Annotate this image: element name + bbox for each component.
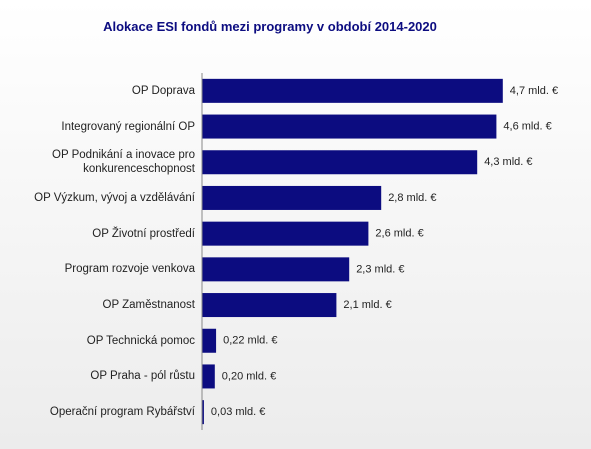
bar <box>202 185 382 210</box>
value-label: 0,20 mld. € <box>222 370 276 382</box>
category-label: OP Životní prostředí <box>92 227 195 240</box>
value-label: 4,6 mld. € <box>503 120 551 132</box>
category-label: Operační program Rybářství <box>49 406 195 419</box>
value-label: 4,3 mld. € <box>484 156 532 168</box>
bar <box>202 257 350 282</box>
bar <box>202 328 217 353</box>
value-label: 2,1 mld. € <box>343 299 391 311</box>
value-label: 2,3 mld. € <box>356 263 404 275</box>
chart-title: Alokace ESI fondů mezi programy v období… <box>103 19 437 34</box>
category-label: Integrovaný regionální OP <box>61 120 195 133</box>
bar <box>202 364 215 389</box>
category-label: OP Praha - pól růstu <box>90 370 195 383</box>
bar <box>202 150 478 175</box>
bar <box>202 78 503 103</box>
category-label: OP Doprava <box>131 84 195 97</box>
bar <box>202 221 369 246</box>
value-label: 4,7 mld. € <box>510 85 558 97</box>
bar <box>202 114 497 139</box>
value-label: 0,22 mld. € <box>223 335 277 347</box>
value-label: 2,8 mld. € <box>388 192 436 204</box>
bar <box>202 293 337 318</box>
bar <box>202 400 204 425</box>
value-label: 0,03 mld. € <box>211 406 265 418</box>
value-label: 2,6 mld. € <box>375 228 423 240</box>
category-label: Program rozvoje venkova <box>64 263 195 276</box>
category-label: OP Podnikání a inovace pro konkurencesch… <box>52 149 195 176</box>
category-label: OP Zaměstnanost <box>102 299 195 312</box>
category-label: OP Výzkum, vývoj a vzdělávání <box>34 191 195 204</box>
category-label: OP Technická pomoc <box>86 334 195 347</box>
